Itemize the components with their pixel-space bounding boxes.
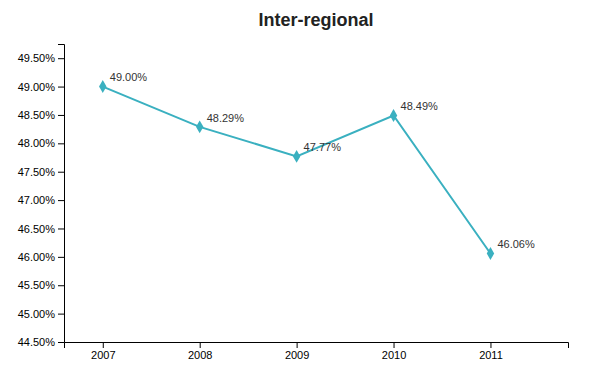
y-tick: 44.50%	[18, 336, 64, 348]
x-tick: 2008	[188, 342, 212, 361]
y-tick: 47.50%	[18, 166, 64, 178]
y-tick: 48.50%	[18, 109, 64, 121]
x-tick: 2010	[382, 342, 406, 361]
y-tick: 45.00%	[18, 308, 64, 320]
data-labels: 49.00% 48.29% 47.77% 48.49% 46.06%	[110, 71, 535, 250]
y-tick-label: 45.00%	[18, 308, 56, 320]
x-tick-mark	[394, 342, 395, 348]
plot: 2007 2008 2009 2010 2011 44.50% 45.00% 45.50% 46…	[18, 45, 569, 361]
y-tick-label: 48.00%	[18, 137, 56, 149]
y-tick-mark	[58, 342, 64, 343]
y-tick-mark	[58, 143, 64, 144]
x-tick-mark	[103, 342, 104, 348]
y-tick: 48.00%	[18, 137, 64, 149]
marker	[487, 247, 494, 260]
y-tick-mark	[58, 200, 64, 201]
x-tick-label: 2009	[285, 349, 309, 361]
y-tick-label: 49.00%	[18, 81, 56, 93]
y-tick-mark	[58, 172, 64, 173]
y-tick: 46.00%	[18, 251, 64, 263]
y-tick-mark	[58, 58, 64, 59]
y-tick-mark	[58, 87, 64, 88]
marker	[293, 150, 300, 163]
series	[99, 80, 494, 260]
y-tick-mark	[58, 285, 64, 286]
x-tick: 2011	[479, 342, 503, 361]
data-label: 46.06%	[497, 238, 535, 250]
data-label: 48.49%	[401, 100, 439, 112]
y-tick: 46.50%	[18, 222, 64, 234]
y-axis-line	[58, 45, 65, 343]
x-tick-mark	[297, 342, 298, 348]
y-tick-label: 47.50%	[18, 166, 56, 178]
title: Inter-regional	[258, 10, 373, 30]
y-tick-label: 49.50%	[18, 52, 56, 64]
x-tick-label: 2011	[479, 349, 503, 361]
x-axis-line	[65, 343, 569, 349]
y-tick-mark	[58, 314, 64, 315]
x-tick-mark	[200, 342, 201, 348]
y-tick-mark	[58, 115, 64, 116]
marker	[99, 80, 106, 93]
y-tick: 49.50%	[18, 52, 64, 64]
y-tick-label: 46.00%	[18, 251, 56, 263]
data-label: 49.00%	[110, 71, 148, 83]
y-tick-mark	[58, 257, 64, 258]
x-axis: 2007 2008 2009 2010 2011	[65, 342, 569, 361]
data-label: 47.77%	[304, 141, 342, 153]
chart: Inter-regional 2007 2008 2009 2010 2011 44.50%…	[0, 0, 592, 374]
y-tick-label: 48.50%	[18, 109, 56, 121]
y-tick: 47.00%	[18, 194, 64, 206]
x-tick: 2007	[91, 342, 115, 361]
y-tick: 49.00%	[18, 81, 64, 93]
x-tick: 2009	[285, 342, 309, 361]
y-axis: 44.50% 45.00% 45.50% 46.00% 46.50% 47.00% 47.5…	[18, 45, 65, 349]
y-tick-label: 45.50%	[18, 279, 56, 291]
x-tick-label: 2007	[91, 349, 115, 361]
data-label: 48.29%	[207, 112, 245, 124]
x-tick-label: 2008	[188, 349, 212, 361]
marker	[196, 120, 203, 133]
y-tick-label: 47.00%	[18, 194, 56, 206]
y-tick-mark	[58, 228, 64, 229]
line	[103, 87, 491, 254]
y-tick-label: 44.50%	[18, 336, 56, 348]
x-tick-mark	[490, 342, 491, 348]
x-tick-label: 2010	[382, 349, 406, 361]
marker	[390, 109, 397, 122]
y-tick: 45.50%	[18, 279, 64, 291]
y-tick-label: 46.50%	[18, 222, 56, 234]
